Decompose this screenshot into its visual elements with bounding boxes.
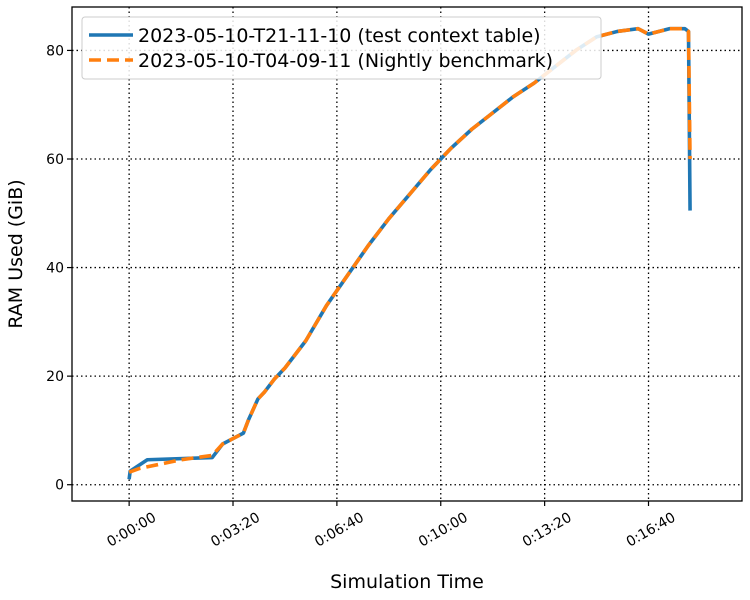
legend-label-2: 2023-05-10-T04-09-11 (Nightly benchmark) — [138, 50, 553, 72]
series-lines — [127, 26, 692, 480]
y-axis-title: RAM Used (GiB) — [5, 179, 27, 328]
x-tick-label-5: 0:16:40 — [624, 510, 679, 551]
legend: 2023-05-10-T21-11-10 (test context table… — [81, 16, 602, 80]
y-tick-label-3: 60 — [46, 152, 64, 168]
y-tick-label-0: 0 — [55, 478, 64, 494]
axis-ticks: 0:00:00 0:03:20 0:06:40 0:10:00 0:13:20 0:16:… — [46, 43, 678, 550]
x-tick-label-4: 0:13:20 — [520, 510, 575, 551]
plot-area-frame — [71, 6, 743, 502]
x-tick-label-1: 0:03:20 — [208, 510, 263, 551]
y-tick-label-1: 20 — [46, 369, 64, 385]
legend-label-1: 2023-05-10-T21-11-10 (test context table… — [138, 25, 541, 47]
x-tick-label-3: 0:10:00 — [416, 510, 471, 551]
y-tick-label-4: 80 — [46, 43, 64, 59]
series-line-1 — [127, 26, 692, 480]
y-tick-label-2: 40 — [46, 261, 64, 277]
x-tick-label-2: 0:06:40 — [312, 510, 367, 551]
grid-lines — [72, 7, 742, 501]
x-tick-label-0: 0:00:00 — [104, 510, 159, 551]
x-axis-title: Simulation Time — [330, 571, 484, 593]
legend-box — [81, 16, 602, 80]
series-line-2 — [128, 26, 692, 474]
